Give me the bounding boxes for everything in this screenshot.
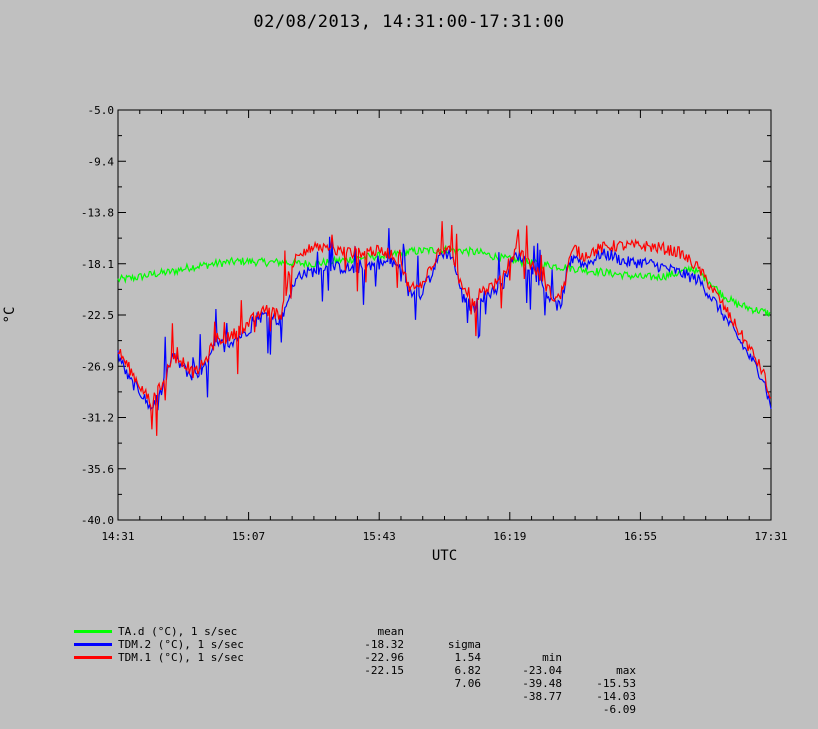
line-chart: -5.0 -9.4 -13.8 -18.1 -22.5 -26.9 -31.2 -35.6 -4… <box>2 104 788 564</box>
y-tick-label: -26.9 <box>81 360 114 373</box>
stat-tdm2-min: -39.48 <box>522 677 562 690</box>
x-tick-label: 15:07 <box>232 530 265 543</box>
y-tick-label: -22.5 <box>81 309 114 322</box>
legend-label-tad: TA.d (°C), 1 s/sec <box>118 625 238 638</box>
stat-tad-mean: -18.32 <box>364 638 404 651</box>
series-line-3 <box>117 221 772 436</box>
legend-label-tdm1: TDM.1 (°C), 1 s/sec <box>118 651 244 664</box>
x-axis-label: UTC <box>432 548 457 564</box>
stat-tdm2-mean: -22.96 <box>364 651 404 664</box>
stats-header-sigma: sigma <box>447 638 481 651</box>
y-tick-label: -31.2 <box>81 412 114 425</box>
y-tick-label: -18.1 <box>81 258 114 271</box>
series-line-2 <box>117 228 772 412</box>
x-tick-label: 16:19 <box>493 530 526 543</box>
y-tick-label: -13.8 <box>81 207 114 220</box>
stat-tdm2-sigma: 6.82 <box>454 664 482 677</box>
stat-tad-sigma: 1.54 <box>454 651 482 664</box>
y-tick-label: -5.0 <box>88 104 115 117</box>
stat-tdm1-mean: -22.15 <box>364 664 404 677</box>
stat-tad-min: -23.04 <box>522 664 562 677</box>
stats-header-max: max <box>616 664 636 677</box>
x-tick-label: 14:31 <box>101 530 134 543</box>
x-tick-label: 15:43 <box>363 530 396 543</box>
stat-tdm2-max: -14.03 <box>596 690 636 703</box>
x-tick-label: 16:55 <box>624 530 657 543</box>
stat-tdm1-max: -6.09 <box>602 703 636 716</box>
stat-tdm1-min: -38.77 <box>522 690 562 703</box>
stat-tdm1-sigma: 7.06 <box>454 677 482 690</box>
stat-tad-max: -15.53 <box>596 677 636 690</box>
stats-header-mean: mean <box>377 625 405 638</box>
stats-header-min: min <box>542 651 562 664</box>
y-tick-label: -35.6 <box>81 463 114 476</box>
y-axis-label: °C <box>2 307 18 324</box>
chart-title: 02/08/2013, 14:31:00-17:31:00 <box>253 12 565 32</box>
legend-label-tdm2: TDM.2 (°C), 1 s/sec <box>118 638 244 651</box>
legend-swatch-tdm1 <box>74 656 112 659</box>
y-tick-label: -9.4 <box>88 155 115 168</box>
legend-swatch-tdm2 <box>74 643 112 646</box>
y-tick-label: -40.0 <box>81 514 114 527</box>
legend-swatch-tad <box>74 630 112 633</box>
x-tick-label: 17:31 <box>754 530 787 543</box>
